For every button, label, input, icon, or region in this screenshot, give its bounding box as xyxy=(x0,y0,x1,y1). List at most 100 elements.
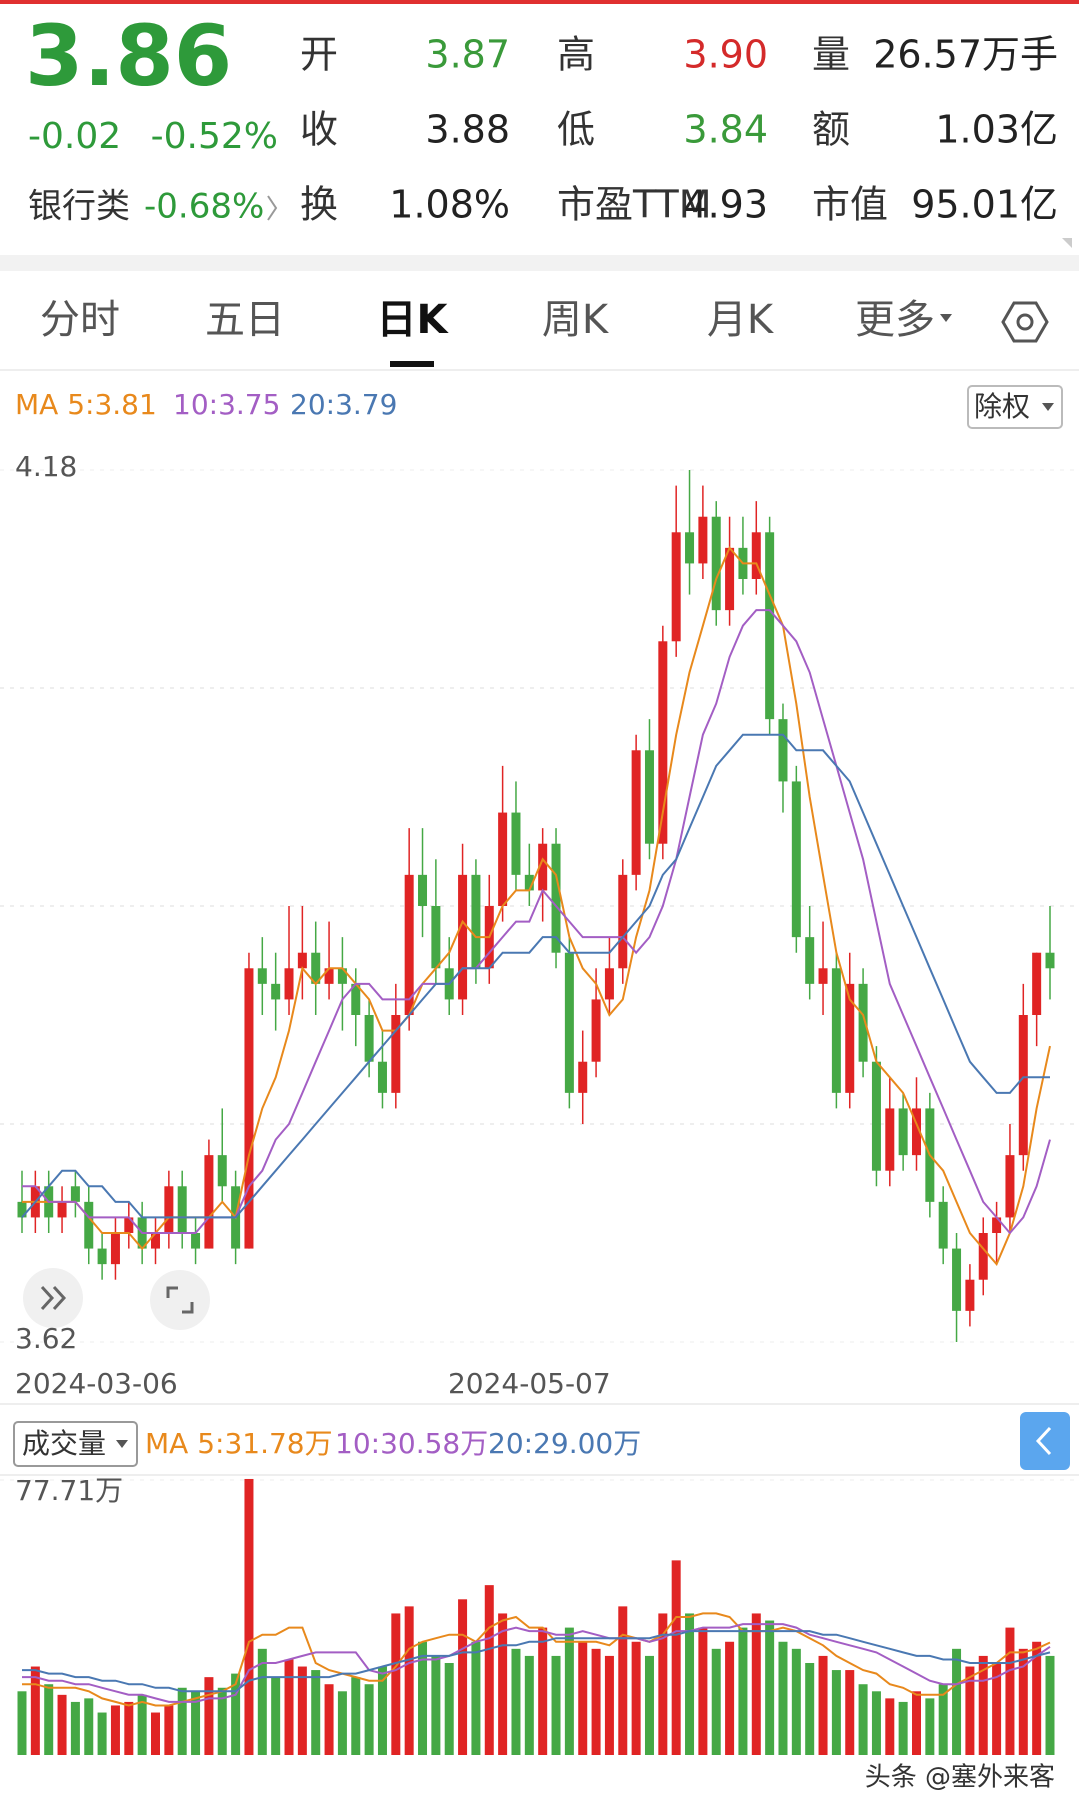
tab[interactable]: 月K xyxy=(707,297,775,343)
collapse-arrow xyxy=(1035,1426,1052,1456)
volume-bar xyxy=(765,1620,775,1755)
volume-bar xyxy=(965,1666,975,1755)
candle-body xyxy=(511,812,521,875)
x-tick-label: 2024-05-07 xyxy=(448,1367,611,1400)
change-pct: -0.52% xyxy=(151,116,278,157)
volume-bar xyxy=(925,1698,935,1755)
tab[interactable]: 日K xyxy=(377,297,450,343)
candle-body xyxy=(377,1061,387,1093)
y-tick-label: 77.71万 xyxy=(15,1474,123,1507)
candle-body xyxy=(364,1015,374,1062)
candle-body xyxy=(337,968,347,984)
settings-icon[interactable] xyxy=(1001,301,1049,343)
volume-bar xyxy=(377,1666,387,1755)
volume-bar xyxy=(511,1648,521,1755)
fullscreen-button[interactable] xyxy=(150,1270,210,1330)
candle-body xyxy=(84,1201,94,1249)
volume-label[interactable]: 成交量 xyxy=(22,1427,106,1460)
volume-bar xyxy=(978,1655,988,1755)
field-label: 低 xyxy=(557,108,595,152)
sector[interactable]: 银行类 xyxy=(28,187,130,227)
sector-pct[interactable]: -0.68% xyxy=(144,187,264,227)
corner xyxy=(1062,238,1072,248)
hexagon xyxy=(1001,301,1049,343)
volume-bar xyxy=(725,1641,735,1755)
field-value: 4.93 xyxy=(683,183,768,227)
volume-selector[interactable] xyxy=(13,1421,138,1467)
candle-body xyxy=(244,968,254,1249)
volume-bar xyxy=(311,1670,321,1755)
tab[interactable]: 周K xyxy=(542,297,610,343)
candle-body xyxy=(658,641,668,844)
field-value: 26.57万手 xyxy=(873,33,1058,77)
candle-body xyxy=(778,719,788,782)
dropdown-arrow xyxy=(116,1440,128,1448)
volume-bar xyxy=(177,1687,187,1755)
candle-body xyxy=(351,983,361,1015)
chevron xyxy=(267,195,278,221)
field-label: 开 xyxy=(300,33,338,77)
volume-bar xyxy=(110,1705,120,1755)
tab[interactable]: 五日 xyxy=(205,297,285,343)
adjust-button[interactable] xyxy=(967,385,1063,429)
volume-bar xyxy=(618,1606,628,1755)
volume-bar xyxy=(898,1701,908,1755)
volume-bar xyxy=(1045,1655,1055,1755)
volume-bar xyxy=(17,1691,27,1755)
candle-body xyxy=(725,547,735,611)
collapse-button[interactable] xyxy=(1020,1412,1070,1470)
volume-bar xyxy=(1018,1648,1028,1755)
dropdown-arrow xyxy=(1042,403,1054,411)
candle-body xyxy=(711,516,721,611)
icon xyxy=(166,1286,194,1314)
candle-body xyxy=(791,781,801,938)
adjust-label[interactable]: 除权 xyxy=(974,390,1030,423)
volume-bar xyxy=(458,1599,468,1755)
candle-body xyxy=(538,843,548,891)
candle-body xyxy=(871,1061,881,1171)
x-tick-label: 2024-03-06 xyxy=(15,1367,178,1400)
volume-bar xyxy=(57,1694,67,1755)
expand-button[interactable] xyxy=(23,1268,83,1328)
vol-ma-label: 10:30.58万 xyxy=(335,1427,488,1460)
volume-bar xyxy=(97,1712,107,1755)
candle-body xyxy=(671,532,681,642)
candle-body xyxy=(578,1061,588,1093)
volume-bar xyxy=(1005,1627,1015,1755)
candle-body xyxy=(70,1186,80,1202)
volume-bar xyxy=(671,1560,681,1755)
volume-bar xyxy=(284,1659,294,1755)
candle-body xyxy=(965,1279,975,1311)
tab[interactable]: 更多 xyxy=(855,297,935,343)
volume-bar xyxy=(44,1684,54,1755)
candle-body xyxy=(471,874,481,969)
volume-bar xyxy=(831,1670,841,1755)
volume-bar xyxy=(444,1662,454,1755)
watermark: 头条 @塞外来客 xyxy=(865,1763,1055,1793)
ma-label: 20:3.79 xyxy=(290,388,397,421)
volume-bar xyxy=(164,1705,174,1755)
candle-body xyxy=(618,874,628,969)
volume-bar xyxy=(751,1613,761,1755)
volume-bar xyxy=(778,1641,788,1755)
field-value: 3.90 xyxy=(683,33,768,77)
volume-bar xyxy=(271,1677,281,1755)
volume-bar xyxy=(364,1684,374,1755)
volume-bar xyxy=(151,1712,161,1755)
candle-body xyxy=(644,750,654,844)
volume-bar xyxy=(217,1687,227,1755)
candle-body xyxy=(818,968,828,984)
candle-body xyxy=(498,812,508,906)
tab[interactable]: 分时 xyxy=(40,297,120,343)
volume-bar xyxy=(484,1585,494,1755)
separator xyxy=(0,255,1079,271)
ma-label: 10:3.75 xyxy=(173,388,280,421)
volume-bar xyxy=(911,1691,921,1755)
candle-body xyxy=(297,952,307,969)
volume-bar xyxy=(84,1698,94,1755)
volume-bar xyxy=(431,1655,441,1755)
volume-bar xyxy=(30,1666,40,1755)
candle-body xyxy=(458,874,468,1000)
candle-body xyxy=(524,874,534,891)
volume-bar xyxy=(418,1641,428,1755)
